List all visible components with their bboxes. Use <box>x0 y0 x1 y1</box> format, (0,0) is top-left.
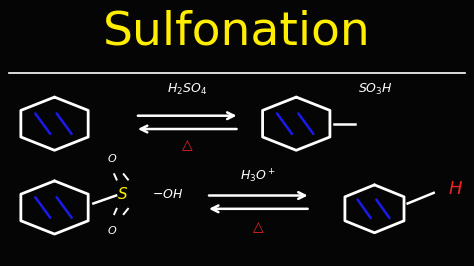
Text: $O$: $O$ <box>107 152 117 164</box>
Text: △: △ <box>182 138 192 152</box>
Text: $O$: $O$ <box>107 224 117 236</box>
Text: $-OH$: $-OH$ <box>152 188 183 201</box>
Text: $H$: $H$ <box>447 180 463 198</box>
Text: $SO_3H$: $SO_3H$ <box>358 82 392 97</box>
Text: $H_3O^+$: $H_3O^+$ <box>240 168 276 185</box>
Text: △: △ <box>253 221 264 234</box>
Text: Sulfonation: Sulfonation <box>103 9 371 55</box>
Text: $H_2SO_4$: $H_2SO_4$ <box>167 82 207 97</box>
Text: $S$: $S$ <box>117 186 128 202</box>
